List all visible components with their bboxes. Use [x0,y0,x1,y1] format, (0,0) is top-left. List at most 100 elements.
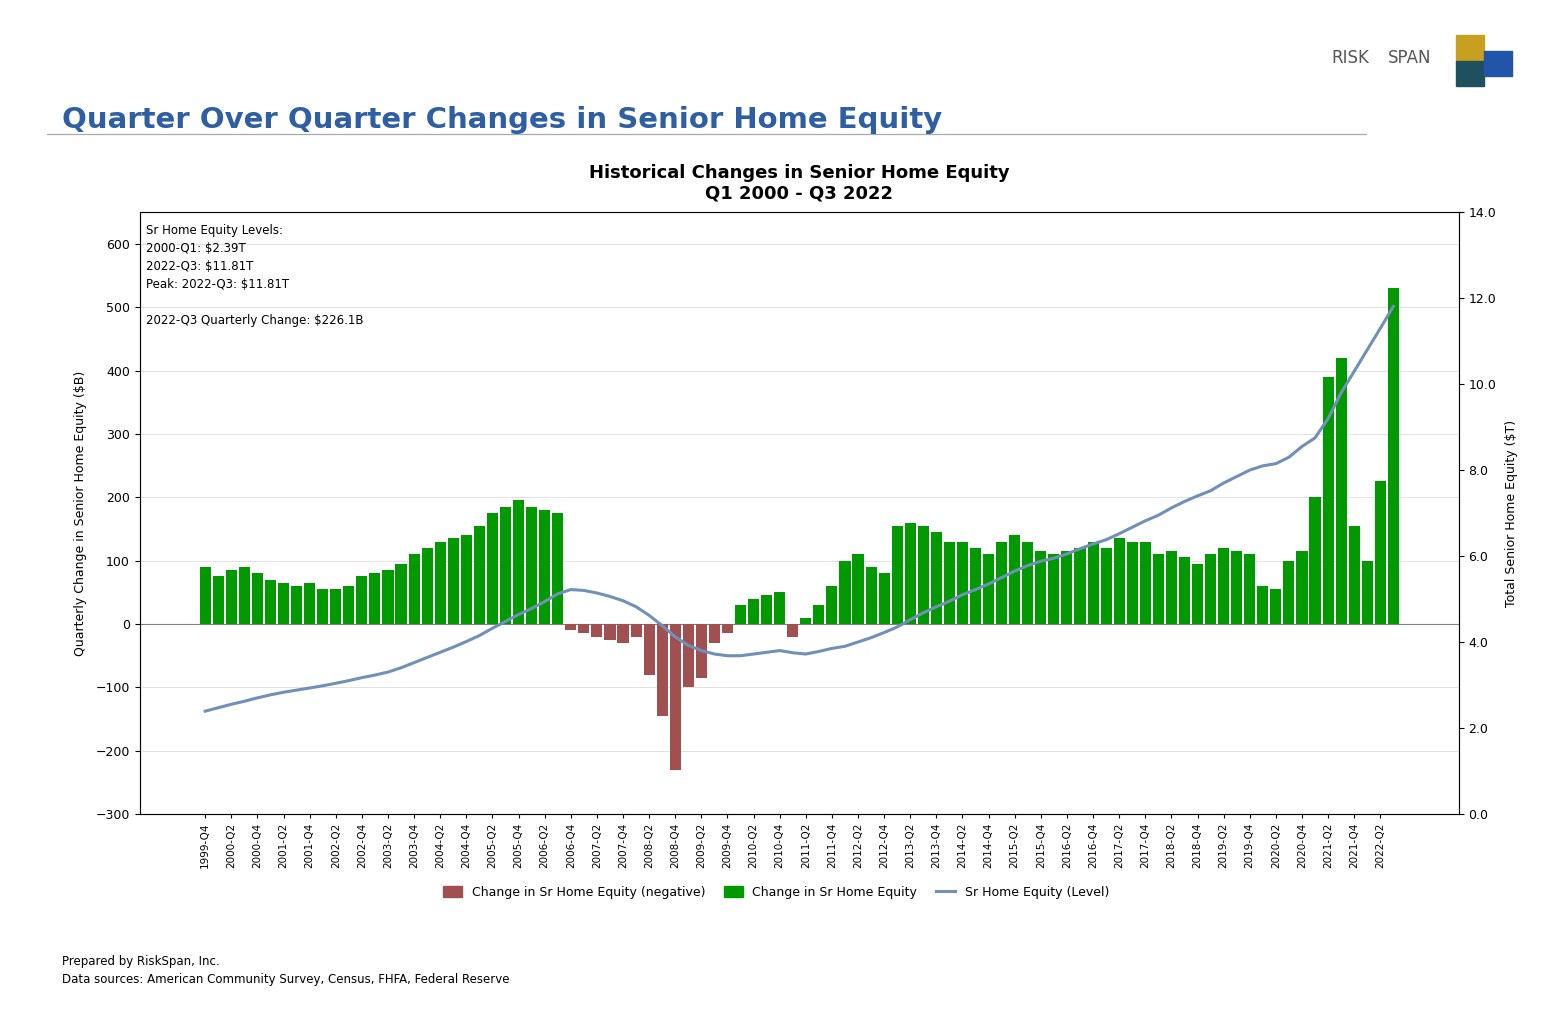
Bar [239,567,250,624]
Bar [1088,542,1099,624]
Bar [1218,548,1229,624]
Bar [1139,542,1152,624]
Bar [500,507,511,624]
Text: Prepared by RiskSpan, Inc.: Prepared by RiskSpan, Inc. [62,955,220,969]
Bar [1100,548,1111,624]
Bar [331,589,341,624]
Bar [278,582,289,624]
Bar [1062,551,1072,624]
Bar [357,576,368,624]
Text: Sr Home Equity Levels:
2000-Q1: $2.39T
2022-Q3: $11.81T
Peak: 2022-Q3: $11.81T

: Sr Home Equity Levels: 2000-Q1: $2.39T 2… [146,224,363,328]
Bar [1296,551,1307,624]
Bar [905,523,916,624]
Bar [931,532,942,624]
Bar [553,513,563,624]
Bar [225,570,237,624]
Bar [1166,551,1176,624]
Bar [644,624,655,674]
Bar [996,542,1007,624]
Bar [852,554,863,624]
Bar [982,554,995,624]
Bar [213,576,223,624]
Bar [760,595,773,624]
Bar [1127,542,1138,624]
Bar [408,554,419,624]
Bar [1231,551,1242,624]
Bar [840,560,850,624]
Bar [958,542,968,624]
Bar [892,526,903,624]
Bar [369,573,380,624]
Bar [917,526,928,624]
Bar [748,599,759,624]
Bar [1361,560,1374,624]
Bar [813,605,824,624]
Bar [736,605,747,624]
Bar [878,573,889,624]
Title: Historical Changes in Senior Home Equity
Q1 2000 - Q3 2022: Historical Changes in Senior Home Equity… [588,164,1010,202]
Bar [1375,481,1386,624]
Bar [1074,548,1085,624]
Text: Quarter Over Quarter Changes in Senior Home Equity: Quarter Over Quarter Changes in Senior H… [62,106,942,134]
Bar [1023,542,1034,624]
Text: SPAN: SPAN [1387,49,1431,67]
Text: RISK: RISK [1332,49,1369,67]
Bar [1180,557,1190,624]
Bar [591,624,602,637]
Bar [396,564,407,624]
Bar [1048,554,1060,624]
Bar [774,592,785,624]
Bar [970,548,981,624]
Bar [343,586,354,624]
Bar [801,618,812,624]
Bar [1153,554,1164,624]
Bar [709,624,720,643]
Bar [618,624,629,643]
Bar [382,570,394,624]
Bar [1192,564,1203,624]
Bar [944,542,954,624]
Y-axis label: Total Senior Home Equity ($T): Total Senior Home Equity ($T) [1505,420,1518,607]
Bar [422,548,433,624]
Bar [1336,358,1347,624]
Bar [1114,539,1125,624]
Bar [1349,526,1360,624]
Bar [1322,377,1333,624]
Text: Data sources: American Community Survey, Census, FHFA, Federal Reserve: Data sources: American Community Survey,… [62,973,509,986]
Bar [866,567,877,624]
Bar [722,624,733,633]
Bar [579,624,590,633]
Bar [487,513,498,624]
Bar [787,624,798,637]
Bar [1009,535,1020,624]
Bar [292,586,303,624]
Bar [1310,497,1321,624]
Bar [265,579,276,624]
Bar [630,624,641,637]
Bar [317,589,329,624]
Bar [1270,589,1282,624]
Bar [683,624,694,687]
Bar [447,539,459,624]
Bar [1284,560,1294,624]
Bar [435,542,445,624]
Bar [200,567,211,624]
Bar [539,510,551,624]
Bar [656,624,667,716]
Y-axis label: Quarterly Change in Senior Home Equity ($B): Quarterly Change in Senior Home Equity (… [74,370,87,656]
Bar [461,535,472,624]
Bar [251,573,262,624]
Bar [1245,554,1256,624]
Bar [695,624,706,677]
Bar [826,586,838,624]
Bar [565,624,576,630]
Legend: Change in Sr Home Equity (negative), Change in Sr Home Equity, Sr Home Equity (L: Change in Sr Home Equity (negative), Cha… [438,881,1114,904]
Bar [514,500,525,624]
Bar [473,526,484,624]
Bar [526,507,537,624]
Bar [1035,551,1046,624]
Bar [1387,288,1398,624]
Bar [304,582,315,624]
Bar [1204,554,1217,624]
Bar [604,624,616,640]
